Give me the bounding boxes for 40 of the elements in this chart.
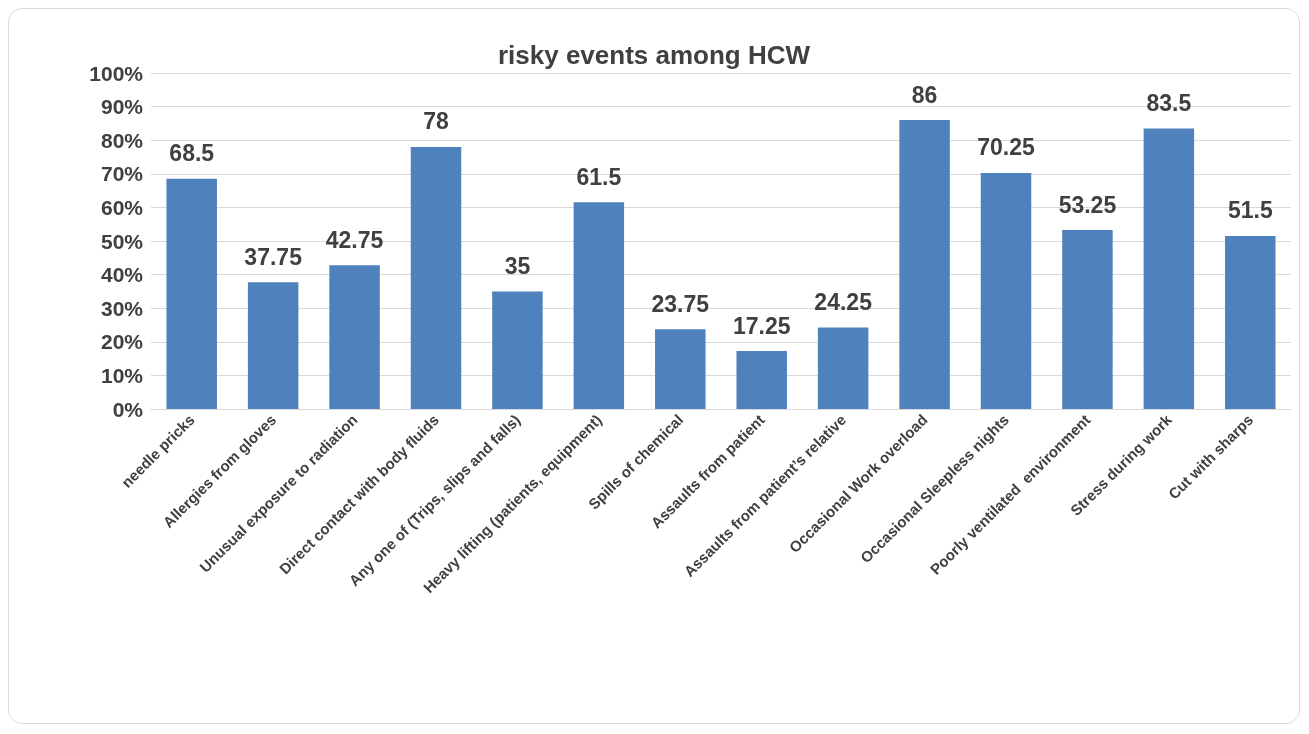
y-tick-label: 100% — [89, 61, 144, 85]
bar — [329, 265, 380, 409]
bar — [655, 329, 706, 409]
y-tick-label: 30% — [100, 296, 144, 320]
y-tick-label: 70% — [100, 162, 144, 186]
y-tick-label: 90% — [100, 95, 144, 119]
bar — [166, 178, 217, 409]
y-tick-label: 40% — [100, 263, 144, 287]
y-tick-label: 20% — [100, 330, 144, 354]
y-tick-label: 80% — [100, 128, 144, 152]
bar — [980, 172, 1032, 409]
data-label: 35 — [504, 252, 531, 279]
data-label: 70.25 — [977, 134, 1035, 161]
bar — [736, 351, 787, 409]
y-tick-label: 0% — [112, 397, 144, 421]
data-label: 51.5 — [1227, 197, 1273, 224]
data-label: 83.5 — [1146, 89, 1192, 116]
data-label: 23.75 — [651, 290, 710, 317]
chart-title: risky events among HCW — [497, 40, 811, 70]
data-label: 61.5 — [576, 163, 622, 190]
bar — [1143, 128, 1195, 409]
y-tick-label: 60% — [100, 195, 144, 219]
bar — [247, 282, 299, 409]
data-label: 78 — [423, 108, 449, 135]
bar — [1225, 235, 1276, 409]
bar — [817, 327, 869, 409]
y-tick-label: 50% — [100, 229, 144, 253]
data-label: 42.75 — [325, 226, 384, 253]
data-label: 17.25 — [732, 312, 791, 339]
y-tick-label: 10% — [100, 363, 144, 387]
data-label: 86 — [911, 81, 938, 108]
bar — [410, 146, 462, 409]
data-label: 68.5 — [169, 140, 215, 167]
bar — [1062, 230, 1113, 409]
data-label: 24.25 — [814, 289, 873, 316]
bar — [899, 120, 950, 409]
bar — [573, 202, 625, 409]
bar — [492, 291, 543, 409]
data-label: 37.75 — [244, 243, 303, 270]
data-label: 53.25 — [1058, 191, 1117, 218]
